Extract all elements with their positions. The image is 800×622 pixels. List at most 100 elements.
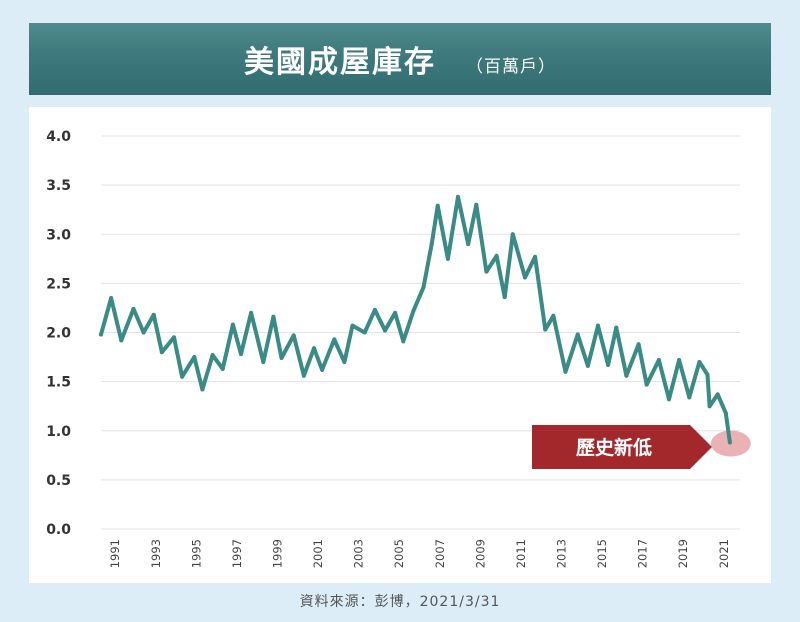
data-point [522, 275, 527, 280]
data-point [119, 338, 124, 343]
y-tick-label: 4.0 [46, 129, 71, 145]
data-point [320, 367, 325, 372]
data-point [238, 352, 243, 357]
data-point [200, 387, 205, 392]
data-point [261, 359, 266, 364]
x-tick-label: 1997 [230, 539, 244, 568]
data-point [109, 296, 114, 301]
data-point [301, 373, 306, 378]
data-point [210, 353, 215, 358]
data-point [401, 339, 406, 344]
data-point [220, 366, 225, 371]
data-point [411, 308, 416, 313]
title-banner: 美國成屋庫存 （百萬戶） [29, 23, 771, 95]
chart-unit: （百萬戶） [466, 56, 556, 77]
data-point [271, 314, 276, 319]
source-note: 資料來源：彭博，2021/3/31 [299, 594, 501, 610]
callout-label: 歷史新低 [576, 436, 652, 459]
x-tick-label: 2005 [392, 539, 406, 568]
data-point [372, 307, 377, 312]
y-tick-label: 2.5 [46, 276, 71, 292]
data-point [656, 358, 661, 363]
data-point [383, 328, 387, 333]
data-point [362, 330, 367, 335]
data-point [494, 253, 499, 258]
data-point [312, 346, 316, 351]
data-point [510, 232, 515, 237]
data-point [667, 397, 671, 402]
data-point [715, 392, 720, 397]
data-point [687, 395, 692, 400]
series-line [99, 194, 732, 445]
data-point [332, 337, 337, 342]
y-tick-label: 3.5 [46, 178, 71, 194]
y-tick-label: 0.0 [46, 522, 71, 538]
data-point [474, 202, 479, 207]
x-tick-label: 1995 [189, 539, 203, 568]
data-point [429, 242, 434, 247]
y-tick-label: 0.5 [46, 473, 71, 489]
data-point [279, 356, 284, 361]
x-tick-label: 2007 [433, 539, 447, 568]
data-point [551, 313, 556, 318]
data-point [484, 269, 489, 274]
x-tick-label: 2021 [717, 539, 731, 568]
data-point [614, 325, 619, 330]
chart-title: 美國成屋庫存 [244, 45, 436, 80]
y-tick-label: 1.5 [46, 375, 71, 391]
data-point [435, 203, 440, 208]
data-point [502, 295, 507, 300]
data-point [180, 374, 185, 379]
data-point [151, 312, 156, 317]
x-tick-label: 2019 [676, 539, 690, 568]
y-tick-label: 3.0 [46, 227, 71, 243]
data-point [644, 382, 649, 387]
data-point [533, 254, 538, 259]
data-point [141, 330, 146, 335]
data-point [707, 404, 712, 409]
data-point [99, 332, 103, 337]
data-point [393, 310, 398, 315]
data-point [192, 355, 197, 360]
data-point [677, 358, 682, 363]
data-point [563, 369, 568, 374]
data-point [159, 350, 164, 355]
x-tick-label: 2003 [352, 539, 366, 568]
x-tick-label: 1993 [149, 539, 163, 568]
callout-arrow [532, 425, 712, 469]
chart-panel: 0.0 0.5 1.0 1.5 2.0 2.5 3.0 3.5 4.0 1991 1993 1995 1… [29, 107, 771, 583]
data-point [350, 323, 355, 328]
x-tick-label: 2009 [473, 539, 487, 568]
data-point [585, 363, 590, 368]
y-tick-label: 2.0 [46, 326, 71, 342]
data-point [445, 256, 450, 261]
data-point [543, 327, 548, 332]
x-tick-label: 2013 [554, 539, 568, 568]
data-point [342, 359, 347, 364]
data-point [727, 440, 732, 445]
data-point [596, 323, 600, 328]
data-point [466, 242, 471, 247]
data-point [249, 310, 254, 315]
data-point [172, 335, 177, 340]
y-tick-label: 1.0 [46, 424, 71, 440]
data-point [705, 372, 710, 377]
data-point [606, 362, 611, 367]
data-point [723, 411, 728, 416]
data-point [291, 333, 296, 338]
line-chart: 0.0 0.5 1.0 1.5 2.0 2.5 3.0 3.5 4.0 1991 1993 1995 1… [46, 129, 751, 568]
x-tick-label: 1999 [270, 539, 284, 568]
data-point [636, 342, 641, 347]
data-point [624, 373, 629, 378]
x-tick-label: 1991 [108, 539, 122, 568]
data-point [230, 322, 235, 327]
x-tick-label: 2017 [636, 539, 650, 568]
data-point [697, 359, 702, 364]
x-tick-label: 2011 [514, 539, 528, 568]
data-point [575, 332, 580, 337]
x-tick-label: 2015 [595, 539, 609, 568]
x-tick-label: 2001 [311, 539, 325, 568]
data-point [456, 194, 461, 199]
data-point [131, 306, 136, 311]
data-point [421, 285, 426, 290]
